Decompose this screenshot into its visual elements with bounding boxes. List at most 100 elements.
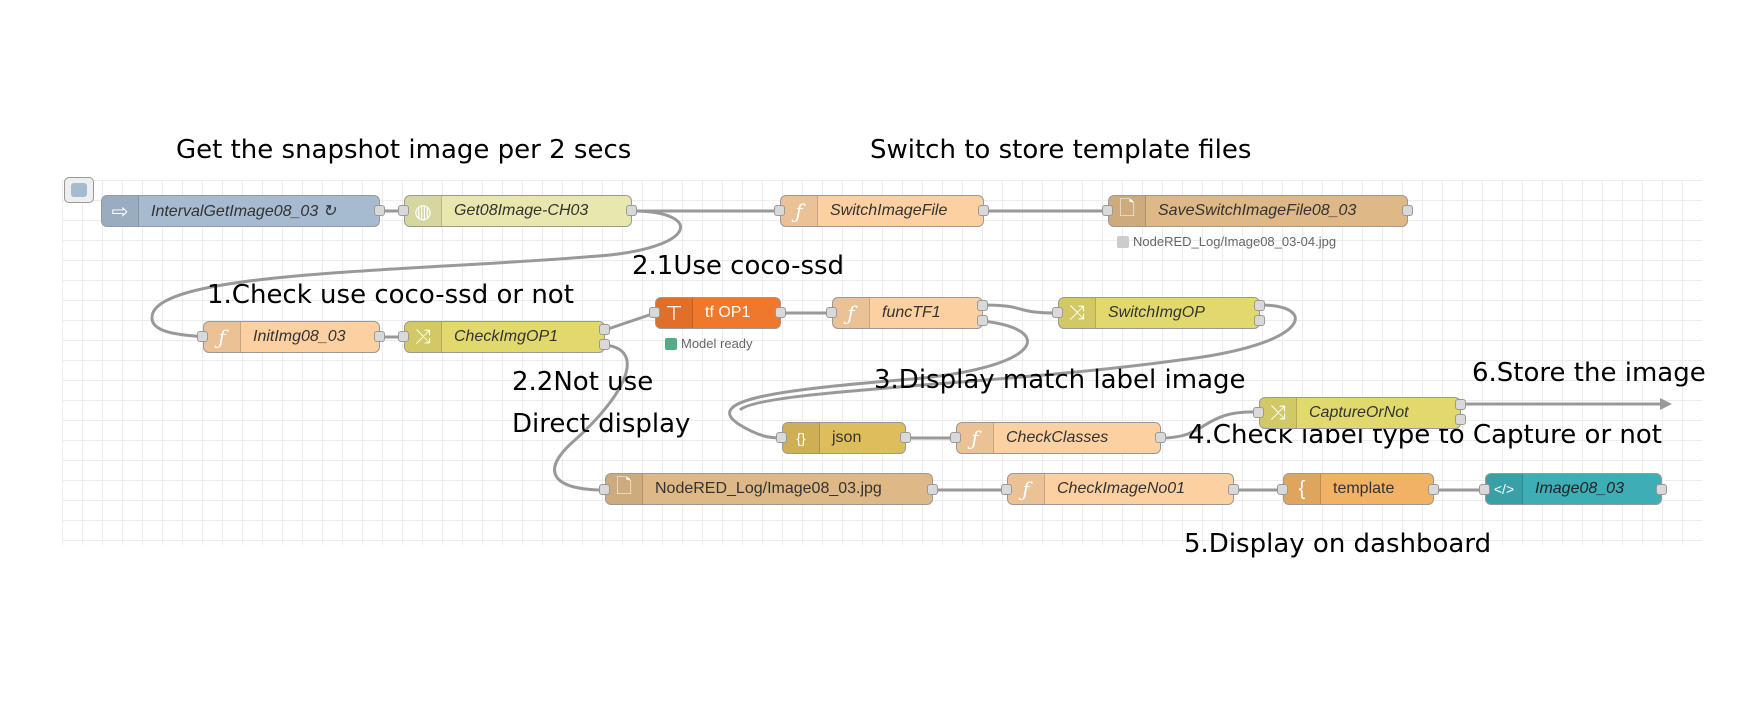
- output-port[interactable]: [374, 331, 385, 342]
- output-port-2[interactable]: [977, 315, 988, 326]
- input-port[interactable]: [398, 331, 409, 342]
- node-label: CaptureOrNot: [1309, 404, 1409, 421]
- node-image0803-dashboard[interactable]: </> Image08_03: [1485, 473, 1662, 505]
- node-json[interactable]: {} json: [782, 422, 906, 454]
- output-port-1[interactable]: [1455, 399, 1466, 410]
- node-checkimageno01[interactable]: ƒ CheckImageNo01: [1007, 473, 1234, 505]
- caption-check-use: 1.Check use coco-ssd or not: [207, 280, 574, 310]
- output-port-2[interactable]: [599, 339, 610, 350]
- node-label: json: [832, 429, 862, 446]
- node-checkimgop1[interactable]: ⤨ CheckImgOP1: [404, 321, 605, 353]
- node-label: SwitchImageFile: [830, 202, 948, 219]
- input-port[interactable]: [774, 205, 785, 216]
- output-port[interactable]: [374, 205, 385, 216]
- input-port[interactable]: [1102, 205, 1113, 216]
- switch-icon: ⤨: [405, 322, 442, 352]
- node-interval-inject[interactable]: ⇨ IntervalGetImage08_03 ↻: [101, 195, 380, 227]
- node-functf1[interactable]: ƒ funcTF1: [832, 297, 983, 329]
- output-port[interactable]: [626, 205, 637, 216]
- output-port[interactable]: [1402, 205, 1413, 216]
- caption-get-snapshot: Get the snapshot image per 2 secs: [176, 135, 632, 165]
- node-label: tf OP1: [705, 304, 751, 321]
- input-port[interactable]: [1277, 484, 1288, 495]
- caption-store-image: 6.Store the image: [1472, 358, 1706, 388]
- node-tf-op1[interactable]: ⊤ tf OP1: [655, 297, 781, 329]
- function-icon: ƒ: [957, 423, 994, 453]
- node-label: CheckImageNo01: [1057, 480, 1186, 497]
- store-arrow: [1461, 398, 1672, 410]
- globe-icon: ◍: [405, 196, 442, 226]
- node-label: Image08_03: [1535, 480, 1624, 497]
- output-port-1[interactable]: [1254, 300, 1265, 311]
- output-port-1[interactable]: [599, 324, 610, 335]
- file-icon: 🗋: [606, 474, 643, 504]
- function-icon: ƒ: [204, 322, 241, 352]
- node-label: NodeRED_Log/Image08_03.jpg: [655, 480, 882, 497]
- node-label: CheckImgOP1: [454, 328, 559, 345]
- switch-icon: ⤨: [1059, 298, 1096, 328]
- node-label: IntervalGetImage08_03 ↻: [151, 203, 337, 220]
- status-dot-icon: [665, 337, 677, 350]
- status-dot-icon: [1117, 235, 1129, 248]
- node-get08image-http[interactable]: ◍ Get08Image-CH03: [404, 195, 632, 227]
- caption-direct-display: Direct display: [512, 409, 691, 439]
- node-label: InitImg08_03: [253, 328, 346, 345]
- output-port[interactable]: [775, 307, 786, 318]
- json-icon: {}: [783, 423, 820, 453]
- input-port[interactable]: [1001, 484, 1012, 495]
- wire-func-switch: [982, 303, 1059, 315]
- node-switchimgop[interactable]: ⤨ SwitchImgOP: [1058, 297, 1260, 329]
- output-port[interactable]: [927, 484, 938, 495]
- input-port[interactable]: [599, 484, 610, 495]
- input-port[interactable]: [1479, 484, 1490, 495]
- template-icon: {: [1284, 474, 1321, 504]
- input-port[interactable]: [398, 205, 409, 216]
- caption-display-match: 3.Display match label image: [874, 365, 1246, 395]
- status-text: Model ready: [681, 336, 753, 351]
- node-label: template: [1333, 480, 1395, 497]
- caption-not-use: 2.2Not use: [512, 367, 654, 397]
- caption-switch-store: Switch to store template files: [870, 135, 1252, 165]
- node-saveswitchimagefile[interactable]: 🗋 SaveSwitchImageFile08_03: [1108, 195, 1408, 227]
- node-label: Get08Image-CH03: [454, 202, 589, 219]
- input-port[interactable]: [776, 432, 787, 443]
- switch-icon: ⤨: [1260, 398, 1297, 428]
- input-port[interactable]: [1253, 407, 1264, 418]
- wire-get08-init: [150, 209, 682, 339]
- output-port[interactable]: [1155, 432, 1166, 443]
- node-label: SaveSwitchImageFile08_03: [1158, 202, 1357, 219]
- node-switchimagefile[interactable]: ƒ SwitchImageFile: [780, 195, 984, 227]
- inject-trigger-button[interactable]: [64, 177, 94, 203]
- node-template[interactable]: { template: [1283, 473, 1434, 505]
- output-port-2[interactable]: [1254, 315, 1265, 326]
- input-port[interactable]: [826, 307, 837, 318]
- caption-use-cocossd: 2.1Use coco-ssd: [632, 251, 845, 281]
- output-port-1[interactable]: [977, 300, 988, 311]
- function-icon: ƒ: [781, 196, 818, 226]
- tensorflow-icon: ⊤: [656, 298, 693, 328]
- node-initimg[interactable]: ƒ InitImg08_03: [203, 321, 380, 353]
- status-save-file: NodeRED_Log/Image08_03-04.jpg: [1117, 234, 1336, 249]
- status-text: NodeRED_Log/Image08_03-04.jpg: [1133, 234, 1337, 249]
- input-port[interactable]: [950, 432, 961, 443]
- wire-checkclasses-capture: [1160, 410, 1260, 440]
- input-port[interactable]: [197, 331, 208, 342]
- output-port[interactable]: [1228, 484, 1239, 495]
- node-checkclasses[interactable]: ƒ CheckClasses: [956, 422, 1161, 454]
- code-icon: </>: [1486, 474, 1523, 504]
- node-label: CheckClasses: [1006, 429, 1109, 446]
- input-port[interactable]: [649, 307, 660, 318]
- output-port[interactable]: [1656, 484, 1667, 495]
- status-model-ready: Model ready: [665, 336, 753, 351]
- output-port[interactable]: [978, 205, 989, 216]
- input-port[interactable]: [1052, 307, 1063, 318]
- node-captureornot[interactable]: ⤨ CaptureOrNot: [1259, 397, 1461, 429]
- wire-func-json: [728, 319, 1029, 440]
- node-nodered-log[interactable]: 🗋 NodeRED_Log/Image08_03.jpg: [605, 473, 933, 505]
- output-port[interactable]: [900, 432, 911, 443]
- output-port[interactable]: [1428, 484, 1439, 495]
- output-port-2[interactable]: [1455, 414, 1466, 425]
- caption-display-dashboard: 5.Display on dashboard: [1184, 529, 1492, 559]
- arrow-icon: ⇨: [102, 196, 139, 226]
